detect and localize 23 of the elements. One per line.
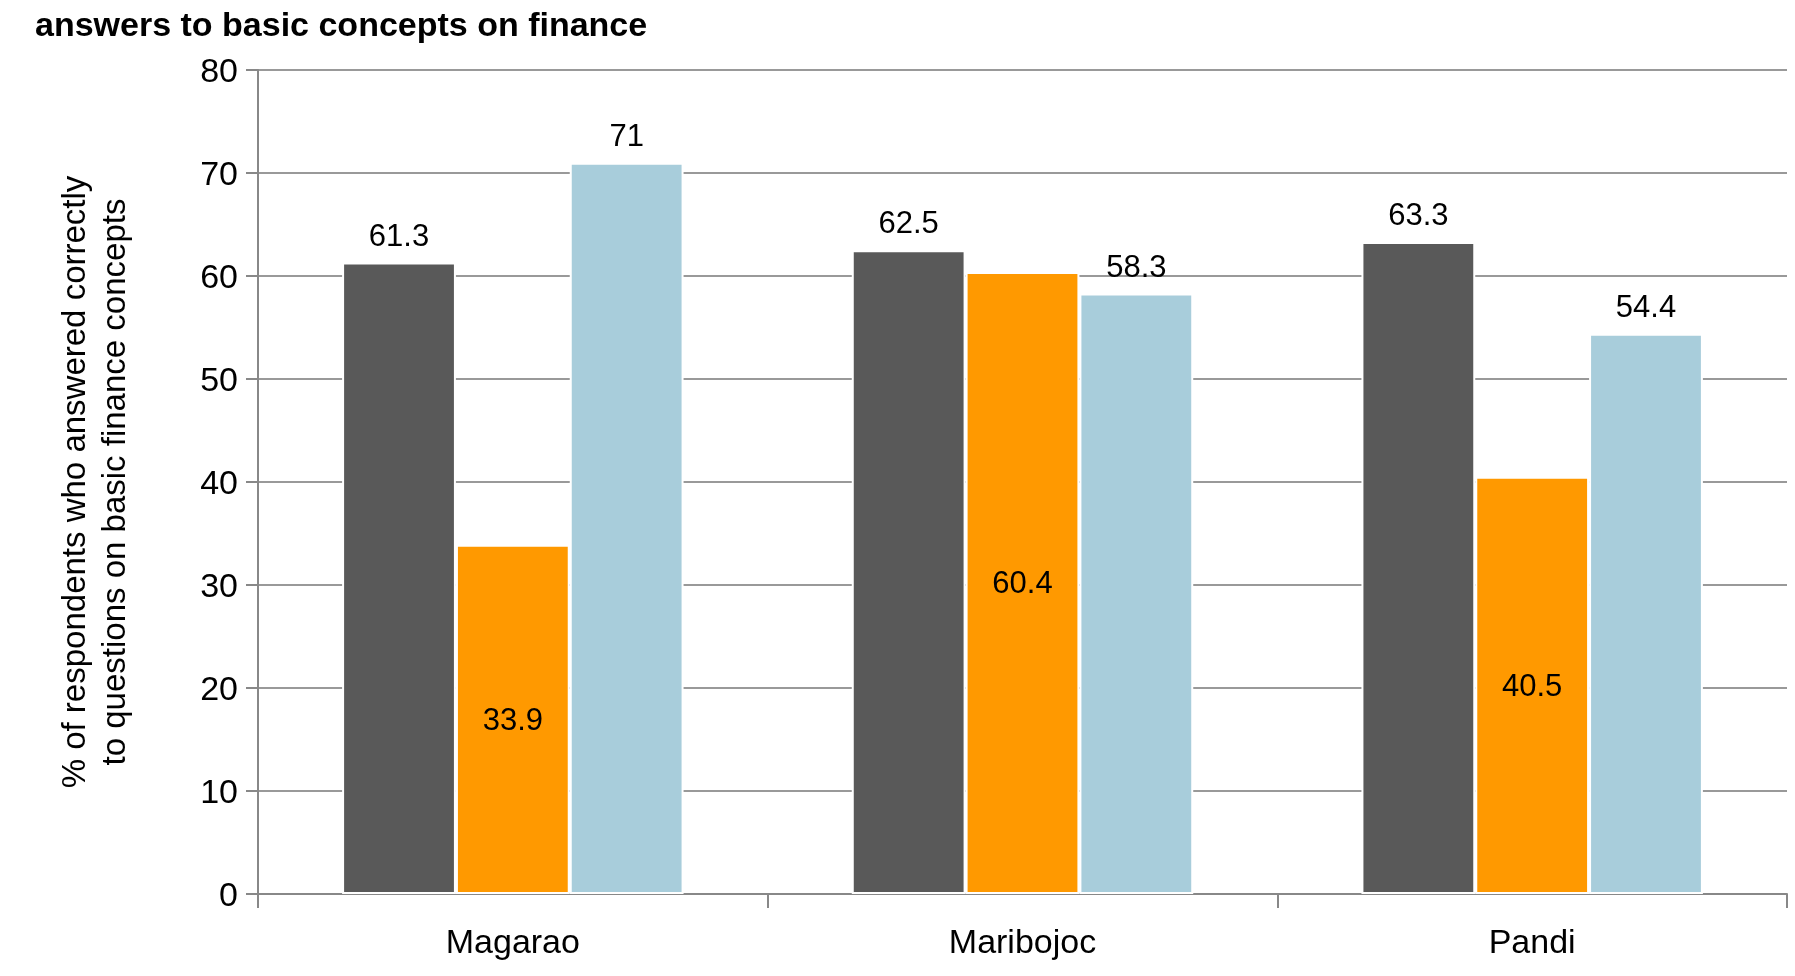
- y-tick-label: 0: [219, 875, 238, 913]
- data-label: 63.3: [1388, 197, 1449, 233]
- x-tick-label: Maribojoc: [948, 922, 1097, 960]
- data-label: 33.9: [482, 701, 544, 737]
- y-tick-label: 50: [200, 360, 238, 398]
- y-tick-label: 40: [200, 463, 238, 501]
- data-label: 61.3: [368, 217, 430, 253]
- x-tick-label: Pandi: [1488, 922, 1576, 960]
- data-label: 60.4: [992, 565, 1053, 601]
- data-label: 58.3: [1106, 248, 1167, 284]
- y-tick-label: 80: [200, 51, 238, 89]
- y-tick-label: 30: [200, 566, 238, 604]
- y-tick-label: 70: [200, 154, 238, 192]
- data-label: 71: [609, 117, 644, 153]
- chart-title: answers to basic concepts on finance: [35, 5, 648, 43]
- data-label: 62.5: [878, 205, 939, 241]
- y-tick-label: 20: [200, 669, 238, 707]
- data-label: 54.4: [1615, 288, 1677, 324]
- data-label: 40.5: [1501, 667, 1563, 703]
- y-tick-label: 10: [200, 772, 238, 810]
- x-tick-label: Magarao: [445, 922, 580, 960]
- y-tick-label: 60: [200, 257, 238, 295]
- y-axis-title: % of respondents who answered correctly to questions on basic finance concepts: [54, 175, 132, 789]
